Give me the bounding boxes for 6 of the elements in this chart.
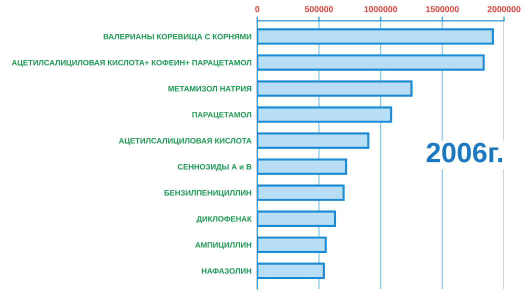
x-tick-label: 1500000	[426, 6, 459, 12]
x-tick-label: 2000000	[488, 6, 520, 12]
x-tick-label: 1000000	[364, 6, 398, 12]
x-tick-label: 500000	[304, 6, 333, 12]
x-tick-label: 0	[255, 6, 260, 12]
annotation: 2006г.	[426, 142, 502, 162]
